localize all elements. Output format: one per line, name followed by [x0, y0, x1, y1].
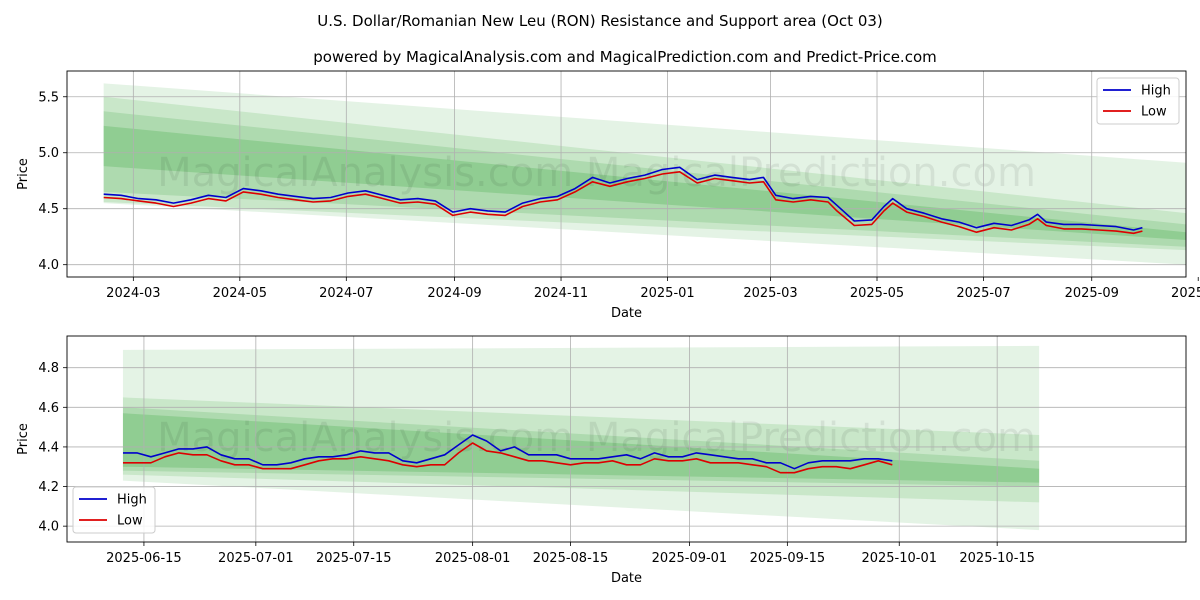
x-tick-label: 2025-07: [956, 286, 1010, 301]
x-tick-label: 2024-05: [213, 286, 267, 301]
y-axis-label: Price: [16, 158, 31, 190]
band-1: [122, 397, 1040, 503]
legend-label-high: High: [117, 493, 147, 508]
band-3: [122, 413, 1040, 483]
x-tick-label: 2025-08-15: [533, 551, 609, 566]
legend-label-low: Low: [117, 514, 143, 529]
y-tick-label: 4.4: [38, 440, 59, 455]
x-tick-label: 2024-03: [106, 286, 160, 301]
band-0: [122, 345, 1040, 531]
x-tick-label: 2025-07-01: [218, 551, 294, 566]
x-tick-label: 2025-05: [850, 286, 904, 301]
y-tick-label: 4.8: [38, 361, 59, 376]
x-axis-label: Date: [611, 571, 642, 586]
y-tick-label: 4.5: [38, 202, 59, 217]
x-tick-label: 2025-07-15: [316, 551, 392, 566]
high-price-line: [103, 166, 1143, 231]
legend: High Low: [1096, 77, 1180, 125]
high-price-line: [123, 434, 893, 470]
legend: High Low: [72, 486, 156, 534]
x-tick-label: 2025-11: [1171, 286, 1200, 301]
y-tick-label: 5.5: [38, 90, 59, 105]
x-tick-label: 2025-09-01: [652, 551, 728, 566]
x-tick-label: 2025-01: [640, 286, 694, 301]
axes-frame: [66, 70, 1187, 278]
x-tick-label: 2025-09: [1065, 286, 1119, 301]
chart-subtitle: powered by MagicalAnalysis.com and Magic…: [313, 48, 937, 66]
x-tick-label: 2025-03: [743, 286, 797, 301]
y-tick-label: 4.6: [38, 401, 59, 416]
upper-chart-panel: MagicalAnalysis.com MagicalPrediction.co…: [16, 70, 1200, 321]
y-tick-label: 4.0: [38, 520, 59, 535]
series-lines: [123, 434, 893, 474]
x-tick-label: 2025-08-01: [435, 551, 511, 566]
x-tick-label: 2024-11: [534, 286, 588, 301]
x-tick-label: 2025-06-15: [106, 551, 182, 566]
x-tick-label: 2025-10-15: [959, 551, 1035, 566]
y-tick-label: 4.2: [38, 480, 59, 495]
legend-label-low: Low: [1141, 105, 1167, 120]
band-0: [103, 83, 1186, 265]
grid: [67, 71, 1186, 277]
axes-frame: [66, 335, 1187, 543]
x-tick-label: 2024-07: [319, 286, 373, 301]
x-tick-label: 2025-09-15: [750, 551, 826, 566]
watermark-text: MagicalAnalysis.com MagicalPrediction.co…: [157, 415, 1036, 461]
x-tick-label: 2025-10-01: [861, 551, 937, 566]
legend-label-high: High: [1141, 84, 1171, 99]
chart-title: U.S. Dollar/Romanian New Leu (RON) Resis…: [317, 12, 883, 30]
low-price-line: [103, 171, 1143, 235]
y-tick-label: 5.0: [38, 146, 59, 161]
low-price-line: [123, 442, 893, 474]
x-tick-label: 2024-09: [427, 286, 481, 301]
grid: [67, 336, 1186, 542]
y-axis-label: Price: [16, 423, 31, 455]
series-lines: [103, 166, 1143, 235]
lower-chart-panel: MagicalAnalysis.com MagicalPrediction.co…: [16, 335, 1187, 586]
x-axis-label: Date: [611, 306, 642, 321]
band-1: [103, 96, 1186, 251]
watermark-text: MagicalAnalysis.com MagicalPrediction.co…: [157, 150, 1036, 196]
y-tick-label: 4.0: [38, 258, 59, 273]
